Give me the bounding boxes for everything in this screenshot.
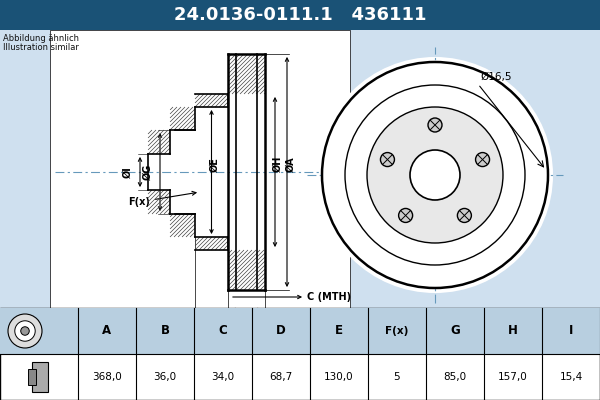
- Text: C (MTH): C (MTH): [307, 292, 351, 302]
- Text: F(x): F(x): [385, 326, 409, 336]
- Text: A: A: [103, 324, 112, 338]
- Bar: [228, 54, 265, 94]
- Text: Ø16,5: Ø16,5: [480, 72, 511, 82]
- Text: 24.0136-0111.1   436111: 24.0136-0111.1 436111: [174, 6, 426, 24]
- Circle shape: [15, 321, 35, 341]
- Text: 15,4: 15,4: [559, 372, 583, 382]
- Text: D: D: [276, 324, 286, 338]
- Circle shape: [410, 150, 460, 200]
- Bar: [0, 308, 600, 400]
- Circle shape: [457, 208, 472, 222]
- Text: F(x): F(x): [128, 191, 196, 207]
- Bar: [170, 107, 195, 130]
- Bar: [228, 250, 265, 290]
- Circle shape: [345, 85, 525, 265]
- Text: 368,0: 368,0: [92, 372, 122, 382]
- Circle shape: [398, 208, 413, 222]
- Circle shape: [8, 314, 42, 348]
- Circle shape: [367, 107, 503, 243]
- Text: G: G: [450, 324, 460, 338]
- Text: 5: 5: [394, 372, 400, 382]
- Text: ØE: ØE: [209, 157, 220, 172]
- Text: H: H: [508, 324, 518, 338]
- Bar: [0, 308, 600, 354]
- Text: 157,0: 157,0: [498, 372, 528, 382]
- Bar: [170, 214, 195, 237]
- Bar: [195, 94, 228, 107]
- Bar: [148, 190, 170, 214]
- Bar: [195, 237, 228, 250]
- Text: 36,0: 36,0: [154, 372, 176, 382]
- Circle shape: [322, 62, 548, 288]
- Bar: [50, 30, 350, 308]
- Text: B: B: [243, 317, 250, 327]
- Text: ØI: ØI: [123, 166, 133, 178]
- Text: E: E: [335, 324, 343, 338]
- Bar: [148, 130, 170, 154]
- Text: 130,0: 130,0: [324, 372, 354, 382]
- Circle shape: [428, 118, 442, 132]
- Text: C: C: [218, 324, 227, 338]
- Circle shape: [476, 152, 490, 166]
- Text: ØA: ØA: [286, 156, 296, 172]
- Text: Abbildung ähnlich: Abbildung ähnlich: [3, 34, 79, 43]
- Text: Illustration similar: Illustration similar: [3, 43, 79, 52]
- Text: 34,0: 34,0: [211, 372, 235, 382]
- Text: ØH: ØH: [273, 156, 283, 172]
- Text: I: I: [569, 324, 573, 338]
- Text: 85,0: 85,0: [443, 372, 467, 382]
- Circle shape: [21, 327, 29, 335]
- Text: B: B: [161, 324, 170, 338]
- Circle shape: [380, 152, 394, 166]
- Text: 68,7: 68,7: [269, 372, 293, 382]
- Circle shape: [317, 57, 553, 293]
- Text: D: D: [226, 331, 234, 341]
- Text: ØG: ØG: [143, 164, 153, 180]
- Bar: [32, 362, 48, 392]
- Bar: [0, 0, 600, 30]
- Bar: [28, 369, 36, 385]
